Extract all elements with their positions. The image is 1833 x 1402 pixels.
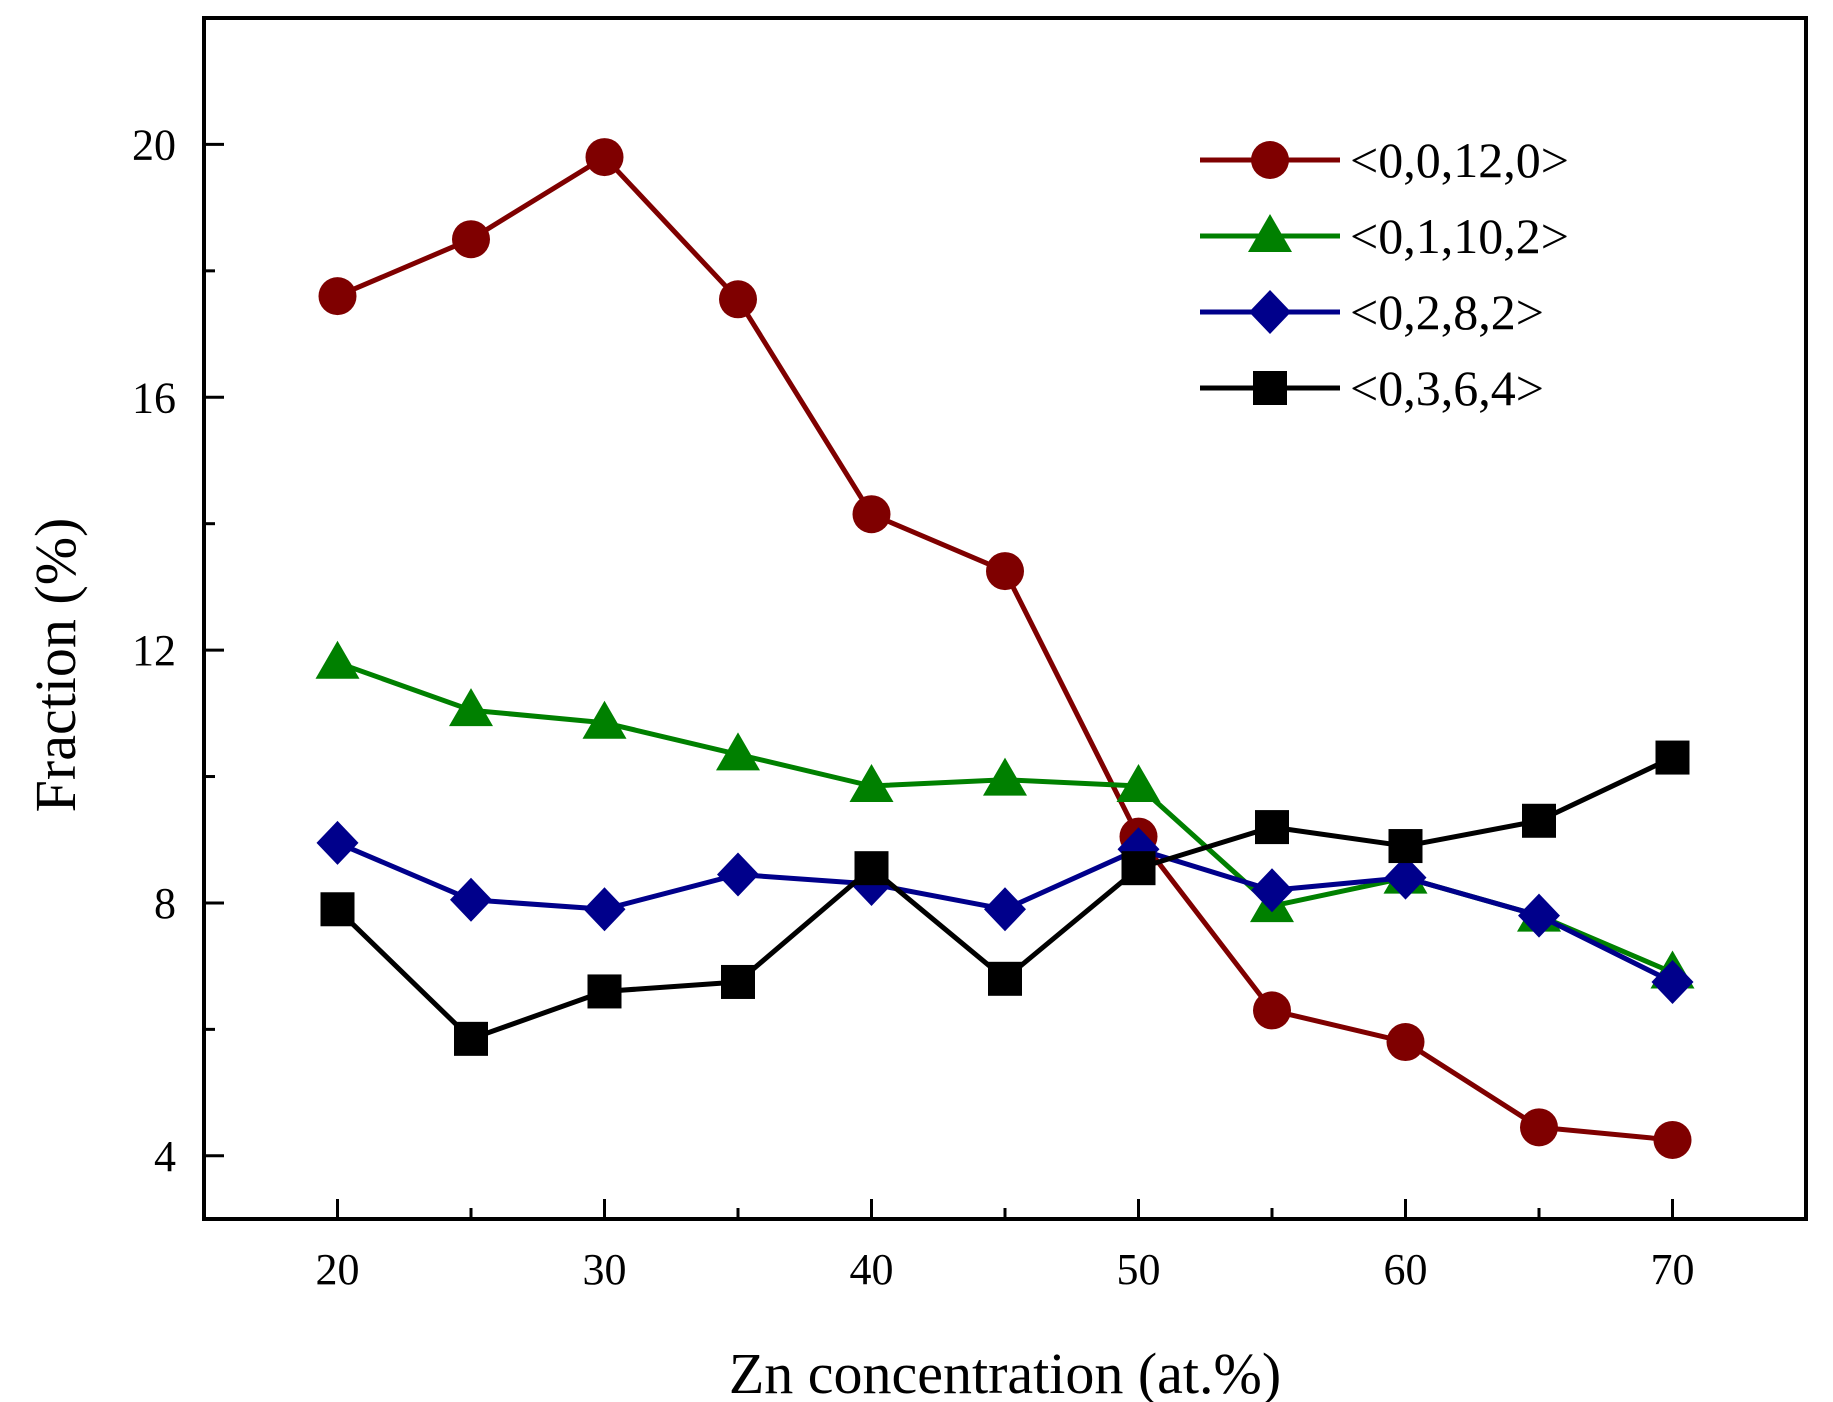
- y-tick-label: 16: [132, 373, 176, 422]
- data-point: [852, 495, 891, 534]
- data-point: [582, 700, 627, 739]
- x-tick-label: 20: [316, 1245, 360, 1294]
- data-point: [716, 732, 760, 771]
- data-point: [988, 961, 1022, 996]
- plot-frame: [202, 16, 1808, 1221]
- data-point: [983, 757, 1027, 796]
- data-point: [849, 764, 894, 803]
- x-tick-label: 30: [583, 1245, 627, 1294]
- x-tick-label: 40: [850, 1245, 894, 1294]
- series-3: [316, 820, 1694, 1004]
- data-point: [719, 280, 757, 319]
- data-point: [1251, 868, 1293, 913]
- data-point: [587, 974, 622, 1009]
- y-axis-title: Fraction (%): [23, 518, 88, 813]
- ticks-layer: 20 30 40 50 60 70 4 8 12 16 20: [132, 120, 1695, 1294]
- data-point: [1522, 803, 1556, 838]
- y-tick-label: 8: [154, 879, 176, 928]
- legend-item: <0,0,12,0>: [1200, 132, 1569, 188]
- data-point: [452, 220, 490, 259]
- data-point: [315, 640, 360, 679]
- data-point: [583, 887, 626, 932]
- y-tick-label: 4: [154, 1132, 176, 1181]
- legend-item: <0,1,10,2>: [1200, 208, 1569, 264]
- series-4: [320, 740, 1690, 1056]
- legend-marker: [1249, 290, 1291, 334]
- legend: <0,0,12,0> <0,1,10,2> <0,2,8,2> <0,3,6,4>: [1200, 132, 1569, 416]
- legend-label: <0,0,12,0>: [1350, 132, 1569, 188]
- data-point: [854, 851, 889, 886]
- data-point: [986, 552, 1024, 591]
- data-point: [1253, 991, 1291, 1030]
- legend-item: <0,2,8,2>: [1200, 284, 1544, 340]
- data-point: [449, 688, 493, 727]
- legend-label: <0,2,8,2>: [1350, 284, 1544, 340]
- x-tick-label: 70: [1651, 1245, 1695, 1294]
- data-point: [1651, 959, 1694, 1004]
- legend-marker: [1248, 214, 1292, 252]
- legend-item: <0,3,6,4>: [1200, 360, 1544, 416]
- y-tick-label: 20: [132, 120, 176, 169]
- data-point: [1255, 810, 1289, 845]
- data-point: [984, 887, 1026, 932]
- data-point: [1388, 829, 1423, 864]
- x-tick-label: 50: [1117, 1245, 1161, 1294]
- data-point: [1384, 855, 1427, 900]
- y-tick-label: 12: [132, 626, 176, 675]
- legend-marker: [1251, 141, 1289, 179]
- series-layer: [315, 138, 1695, 1159]
- series-2: [315, 640, 1695, 989]
- data-point: [1520, 1108, 1558, 1147]
- data-point: [1518, 893, 1560, 938]
- data-point: [454, 1021, 488, 1056]
- legend-marker: [1253, 371, 1287, 405]
- data-point: [450, 877, 492, 922]
- x-tick-label: 60: [1384, 1245, 1428, 1294]
- data-point: [1653, 1120, 1692, 1159]
- data-point: [1121, 851, 1156, 886]
- data-point: [316, 820, 359, 865]
- data-point: [721, 964, 755, 999]
- data-point: [318, 277, 357, 316]
- data-point: [717, 852, 759, 897]
- data-point: [1116, 764, 1161, 803]
- legend-label: <0,3,6,4>: [1350, 360, 1544, 416]
- legend-label: <0,1,10,2>: [1350, 208, 1569, 264]
- x-axis-title: Zn concentration (at.%): [729, 1341, 1281, 1402]
- data-point: [585, 138, 624, 177]
- data-point: [1386, 1023, 1425, 1062]
- data-point: [1655, 740, 1690, 775]
- data-point: [320, 892, 355, 927]
